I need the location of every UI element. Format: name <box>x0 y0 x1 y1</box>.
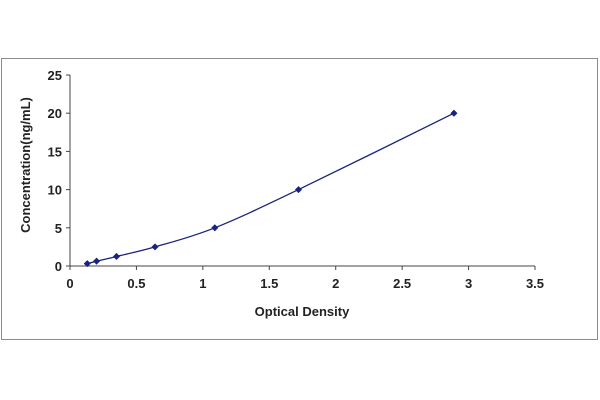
data-point <box>151 243 159 251</box>
y-tick-label: 15 <box>48 144 62 159</box>
data-point <box>93 257 101 265</box>
data-point <box>450 109 458 117</box>
data-point <box>211 224 219 232</box>
y-tick-label: 10 <box>48 183 62 198</box>
y-tick-label: 20 <box>48 106 62 121</box>
chart-frame <box>1 58 598 340</box>
x-tick-label: 3.5 <box>526 276 544 291</box>
y-tick-label: 0 <box>55 259 62 274</box>
x-tick-label: 2 <box>332 276 339 291</box>
ticks: 0 0.5 1 1.5 2 2.5 3 3.5 0 5 10 15 20 25 <box>48 68 545 291</box>
x-tick-label: 1 <box>199 276 206 291</box>
x-axis-title: Optical Density <box>255 304 350 319</box>
y-tick-label: 25 <box>48 68 62 83</box>
x-tick-label: 0.5 <box>127 276 145 291</box>
plot-area <box>83 109 458 268</box>
data-point <box>83 260 91 268</box>
y-tick-label: 5 <box>55 221 62 236</box>
axes <box>69 75 535 267</box>
x-tick-label: 2.5 <box>393 276 411 291</box>
x-tick-label: 3 <box>465 276 472 291</box>
y-axis-title: Concentration(ng/mL) <box>18 97 33 233</box>
x-tick-label: 0 <box>66 276 73 291</box>
fit-curve <box>87 112 455 265</box>
data-point <box>112 252 121 260</box>
data-point <box>294 186 303 194</box>
x-tick-label: 1.5 <box>260 276 278 291</box>
